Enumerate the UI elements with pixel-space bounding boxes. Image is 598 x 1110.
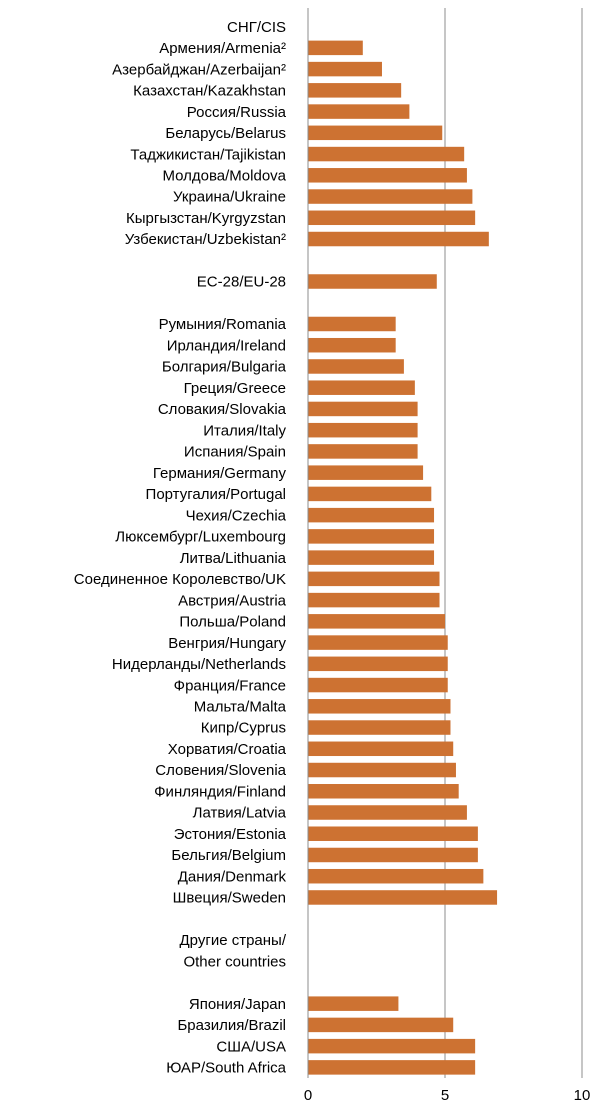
category-labels: СНГ/CIS Армения/Armenia² Азербайджан/Azerb… <box>74 19 287 1077</box>
bar <box>308 168 467 183</box>
bar <box>308 847 478 863</box>
bar <box>308 699 451 714</box>
category-label: Ирландия/Ireland <box>167 337 286 354</box>
bar <box>308 826 478 841</box>
category-label: Нидерланды/Netherlands <box>112 656 286 673</box>
category-label: Италия/Italy <box>203 422 286 439</box>
bar <box>308 635 448 650</box>
category-label: Другие страны/ <box>180 932 287 949</box>
category-label: Бельгия/Belgium <box>171 847 286 864</box>
category-label: Кыргызстан/Kyrgyzstan <box>126 210 286 227</box>
bars <box>308 40 498 1075</box>
category-label: ЮАР/South Africa <box>166 1060 286 1077</box>
category-label: Австрия/Austria <box>178 592 287 609</box>
bar <box>308 359 404 374</box>
category-label: Хорватия/Croatia <box>168 741 287 758</box>
category-label: Россия/Russia <box>187 104 287 121</box>
category-label: Эстония/Estonia <box>174 826 287 843</box>
category-label: Украина/Ukraine <box>173 189 286 206</box>
bar <box>308 61 382 77</box>
bar <box>308 1017 454 1033</box>
bar <box>308 507 435 523</box>
category-label: Япония/Japan <box>189 996 286 1013</box>
x-tick-label: 10 <box>574 1087 591 1104</box>
bar <box>308 210 476 226</box>
category-label: Дания/Denmark <box>178 868 287 885</box>
bar <box>308 401 418 417</box>
bar <box>308 125 443 141</box>
bar <box>308 40 363 56</box>
bar <box>308 656 448 672</box>
bar <box>308 720 451 735</box>
bar <box>308 337 396 353</box>
category-label: Литва/Lithuania <box>180 550 287 567</box>
bar <box>308 571 440 587</box>
category-label: Швеция/Sweden <box>173 890 286 907</box>
bar <box>308 231 489 247</box>
bar <box>308 274 437 289</box>
bar <box>308 529 435 544</box>
x-tick-label: 0 <box>304 1087 312 1104</box>
bar <box>308 189 473 204</box>
category-label: Бразилия/Brazil <box>177 1017 286 1034</box>
bar <box>308 784 459 799</box>
category-label: Греция/Greece <box>184 380 286 397</box>
bar <box>308 146 465 162</box>
category-label: Люксембург/Luxembourg <box>115 529 286 546</box>
category-label: Other countries <box>183 953 286 970</box>
category-label: Армения/Armenia² <box>159 40 286 57</box>
category-label: Чехия/Czechia <box>186 507 287 524</box>
bar <box>308 890 498 905</box>
bar <box>308 1060 476 1075</box>
category-label: Латвия/Latvia <box>193 805 287 822</box>
category-label: Словения/Slovenia <box>155 762 286 779</box>
bar <box>308 465 424 480</box>
category-label: Франция/France <box>174 677 286 694</box>
bar <box>308 741 454 757</box>
category-label: Азербайджан/Azerbaijan² <box>112 61 286 78</box>
category-label: Венгрия/Hungary <box>168 635 286 652</box>
category-label: Мальта/Malta <box>194 699 287 716</box>
category-label: Болгария/Bulgaria <box>162 359 287 376</box>
category-label: Германия/Germany <box>153 465 287 482</box>
category-label: Таджикистан/Tajikistan <box>130 146 286 163</box>
x-tick-label: 5 <box>441 1087 449 1104</box>
bar <box>308 550 435 565</box>
category-label: Узбекистан/Uzbekistan² <box>125 231 286 248</box>
bar <box>308 592 440 608</box>
bar <box>308 614 445 629</box>
bar <box>308 677 448 693</box>
bar <box>308 1038 476 1054</box>
bar <box>308 762 456 778</box>
bar <box>308 316 396 332</box>
category-label: Кипр/Cyprus <box>201 720 286 737</box>
bar <box>308 805 467 820</box>
category-label: Финляндия/Finland <box>154 783 286 800</box>
category-label: ЕС-28/EU-28 <box>197 274 286 291</box>
category-label: Беларусь/Belarus <box>165 125 286 142</box>
category-label: Польша/Poland <box>179 614 286 631</box>
category-label: Румыния/Romania <box>159 316 287 333</box>
bar <box>308 380 415 395</box>
bar <box>308 422 418 438</box>
bar <box>308 104 410 119</box>
category-label: Португалия/Portugal <box>146 486 286 503</box>
bar <box>308 868 484 884</box>
category-label: США/USA <box>216 1038 286 1055</box>
category-label: Соединенное Королевство/UK <box>74 571 286 588</box>
category-label: Молдова/Moldova <box>162 168 286 185</box>
x-tick-labels: 0 5 10 <box>304 1087 591 1104</box>
bar <box>308 996 399 1011</box>
category-label: СНГ/CIS <box>227 19 286 36</box>
category-label: Казахстан/Kazakhstan <box>133 83 286 100</box>
category-label: Словакия/Slovakia <box>158 401 287 418</box>
bar <box>308 486 432 502</box>
bar <box>308 444 418 459</box>
bar <box>308 83 402 98</box>
category-label: Испания/Spain <box>184 444 286 461</box>
